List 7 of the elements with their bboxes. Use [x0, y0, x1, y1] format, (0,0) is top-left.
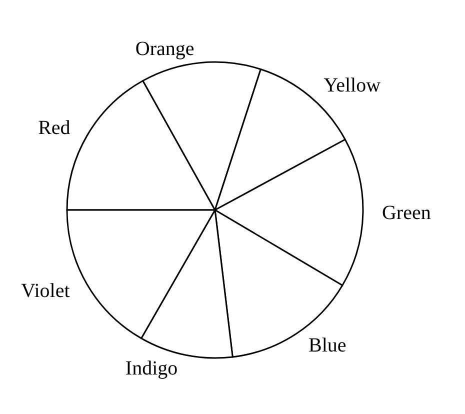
slice-label: Red	[38, 116, 70, 139]
slice-label: Blue	[308, 334, 346, 357]
slice-label: Violet	[20, 280, 70, 302]
slice-label: Green	[382, 202, 431, 224]
slice-label: Orange	[135, 38, 194, 60]
slice-label: Indigo	[125, 358, 178, 380]
slice-label: Yellow	[324, 74, 382, 96]
